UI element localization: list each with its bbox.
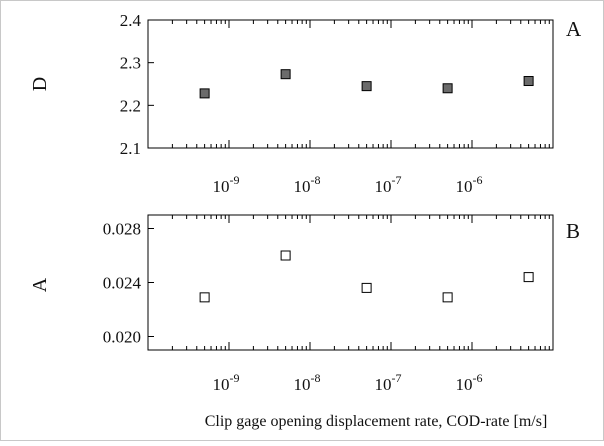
panel-a: 2.12.22.32.4 10-9 10-8 10-7 10-6 A D — [29, 11, 582, 196]
y-tick-label: 0.020 — [103, 328, 141, 347]
data-point — [199, 292, 210, 303]
data-point — [199, 88, 210, 99]
panel-letter-a: A — [566, 17, 582, 41]
data-point — [442, 292, 453, 303]
y-tick-label: 2.3 — [120, 54, 141, 73]
data-point — [523, 76, 534, 87]
x-axis-b: 10-9 10-8 10-7 10-6 — [147, 215, 550, 394]
y-axis-label-b: A — [29, 277, 51, 292]
y-tick-label: 2.2 — [120, 96, 141, 115]
y-tick-label: 2.4 — [120, 11, 142, 30]
data-points-a — [199, 69, 534, 99]
data-point — [442, 83, 453, 94]
data-point — [361, 81, 372, 92]
data-point — [361, 282, 372, 293]
y-axis-label-a: D — [29, 77, 51, 91]
y-axis-a: 2.1 2.2 2.3 2.4 — [120, 11, 154, 158]
panel-letter-b: B — [566, 219, 580, 243]
data-point — [280, 69, 291, 80]
x-axis-label: Clip gage opening displacement rate, COD… — [205, 413, 548, 430]
panel-b: 0.020 0.024 0.028 10-9 10-8 10-7 10-6 B A — [29, 214, 580, 394]
data-points-b — [199, 250, 534, 303]
y-axis-b: 0.020 0.024 0.028 — [103, 220, 154, 347]
y-tick-label: 0.028 — [103, 220, 141, 239]
data-point — [523, 272, 534, 283]
data-point — [280, 250, 291, 261]
plot-frame-a — [147, 19, 554, 149]
y-tick-label: 2.1 — [120, 139, 141, 158]
y-tick-label: 0.024 — [103, 274, 142, 293]
